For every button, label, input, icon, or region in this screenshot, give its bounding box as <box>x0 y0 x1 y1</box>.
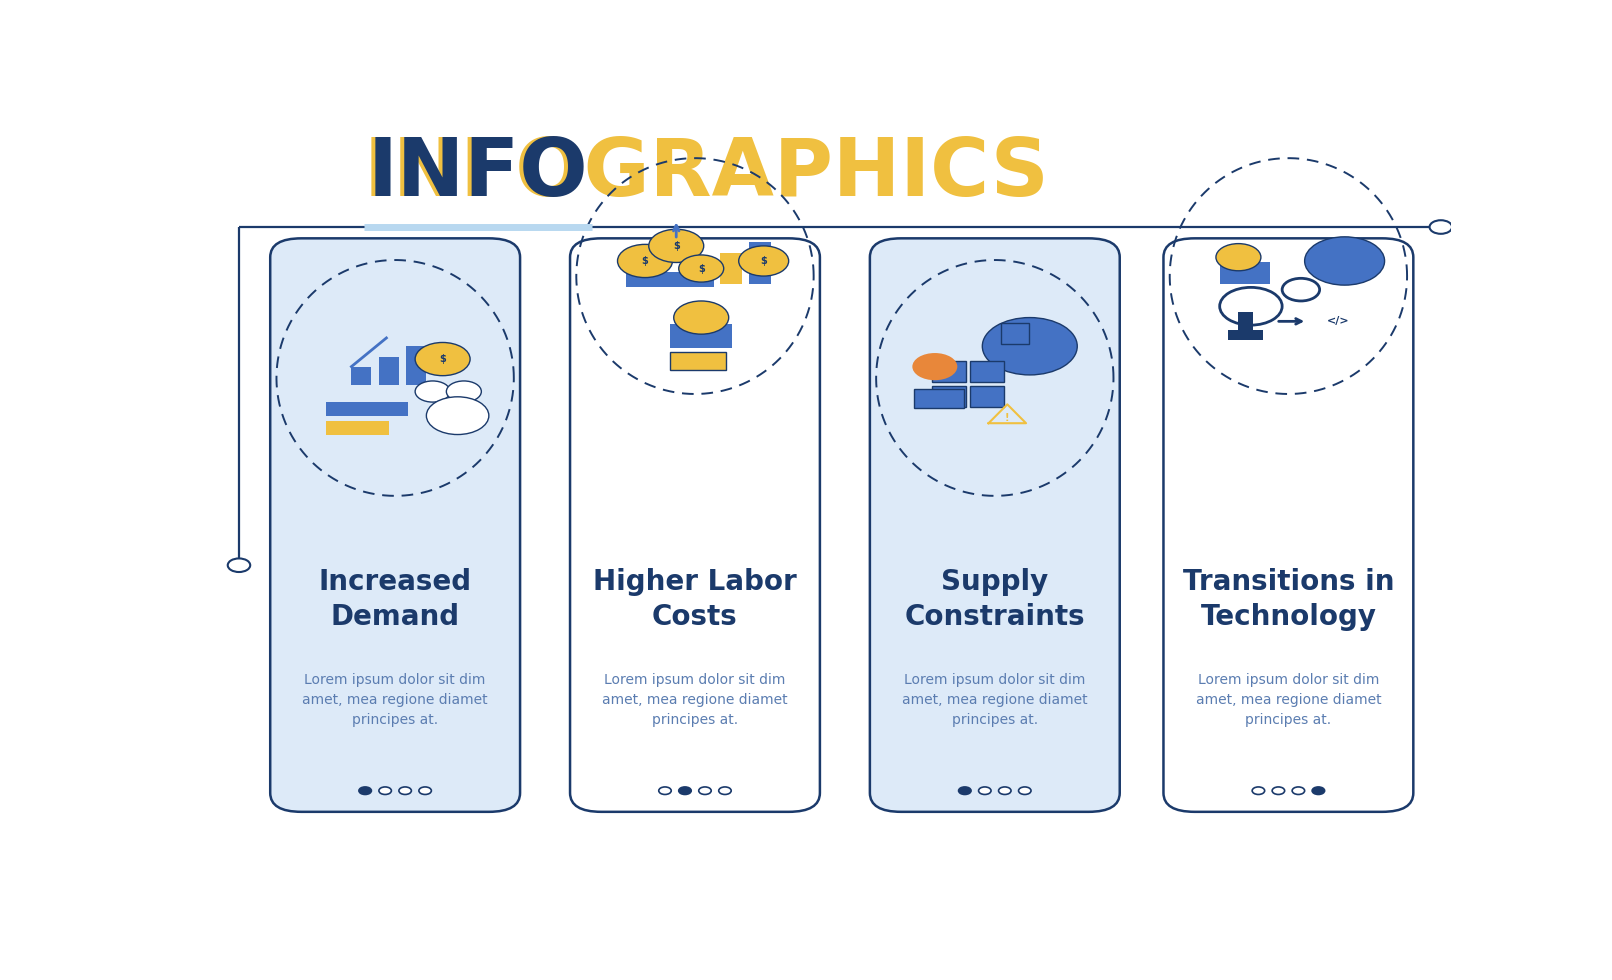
Circle shape <box>1293 787 1304 795</box>
Text: Lorem ipsum dolor sit dim
amet, mea regione diamet
principes at.: Lorem ipsum dolor sit dim amet, mea regi… <box>903 673 1088 727</box>
Circle shape <box>719 787 732 795</box>
Circle shape <box>912 353 958 380</box>
Text: $: $ <box>761 256 767 266</box>
Text: Increased
Demand: Increased Demand <box>319 568 472 631</box>
Bar <box>671 352 725 370</box>
Bar <box>671 323 732 348</box>
Text: INFOGRAPHICS: INFOGRAPHICS <box>364 135 1049 214</box>
Bar <box>970 386 1004 407</box>
Circle shape <box>1304 237 1385 285</box>
FancyBboxPatch shape <box>571 238 821 811</box>
Circle shape <box>617 244 672 277</box>
Circle shape <box>698 787 711 795</box>
Text: INFO: INFO <box>368 135 588 214</box>
Text: Supply
Constraints: Supply Constraints <box>904 568 1085 631</box>
Circle shape <box>875 306 1114 450</box>
Circle shape <box>398 787 411 795</box>
Circle shape <box>1253 787 1265 795</box>
FancyBboxPatch shape <box>271 238 521 811</box>
Bar <box>970 362 1004 381</box>
Circle shape <box>277 306 514 450</box>
Text: $: $ <box>672 241 680 251</box>
Bar <box>914 389 964 408</box>
Bar <box>748 242 771 283</box>
Bar <box>932 386 966 407</box>
Circle shape <box>227 559 250 572</box>
Bar <box>932 362 966 381</box>
Circle shape <box>659 787 671 795</box>
Bar <box>406 346 426 385</box>
FancyBboxPatch shape <box>1164 238 1414 811</box>
Circle shape <box>1312 787 1325 795</box>
Bar <box>1001 322 1028 344</box>
Circle shape <box>982 318 1077 375</box>
Bar <box>1220 263 1270 283</box>
Circle shape <box>1272 787 1285 795</box>
Circle shape <box>416 381 450 402</box>
Circle shape <box>379 787 392 795</box>
Circle shape <box>679 787 692 795</box>
Circle shape <box>738 246 788 276</box>
Text: Higher Labor
Costs: Higher Labor Costs <box>593 568 796 631</box>
Text: Lorem ipsum dolor sit dim
amet, mea regione diamet
principes at.: Lorem ipsum dolor sit dim amet, mea regi… <box>1196 673 1381 727</box>
Circle shape <box>998 787 1011 795</box>
Bar <box>351 367 371 385</box>
Bar <box>1228 329 1264 340</box>
Text: !: ! <box>1004 413 1009 423</box>
Text: </>: </> <box>1327 317 1349 326</box>
Circle shape <box>648 229 704 263</box>
Circle shape <box>447 381 482 402</box>
Text: Lorem ipsum dolor sit dim
amet, mea regione diamet
principes at.: Lorem ipsum dolor sit dim amet, mea regi… <box>303 673 488 727</box>
Circle shape <box>1215 244 1261 270</box>
Circle shape <box>679 255 724 282</box>
Text: $: $ <box>642 256 648 266</box>
Bar <box>625 272 714 287</box>
Bar <box>379 357 398 385</box>
Circle shape <box>1430 220 1452 234</box>
FancyBboxPatch shape <box>870 238 1120 811</box>
Text: $: $ <box>438 354 447 365</box>
Circle shape <box>674 301 729 334</box>
Bar <box>721 254 743 283</box>
Circle shape <box>1282 278 1320 301</box>
Circle shape <box>426 397 488 434</box>
Circle shape <box>419 787 432 795</box>
Circle shape <box>1220 287 1282 325</box>
Text: Lorem ipsum dolor sit dim
amet, mea regione diamet
principes at.: Lorem ipsum dolor sit dim amet, mea regi… <box>603 673 788 727</box>
Bar <box>1238 312 1254 340</box>
Bar <box>326 421 388 434</box>
Circle shape <box>1019 787 1032 795</box>
Text: Transitions in
Technology: Transitions in Technology <box>1183 568 1394 631</box>
Text: $: $ <box>698 264 704 273</box>
Circle shape <box>416 342 471 375</box>
Circle shape <box>959 787 970 795</box>
Bar <box>326 402 408 416</box>
Circle shape <box>359 787 371 795</box>
Circle shape <box>978 787 991 795</box>
